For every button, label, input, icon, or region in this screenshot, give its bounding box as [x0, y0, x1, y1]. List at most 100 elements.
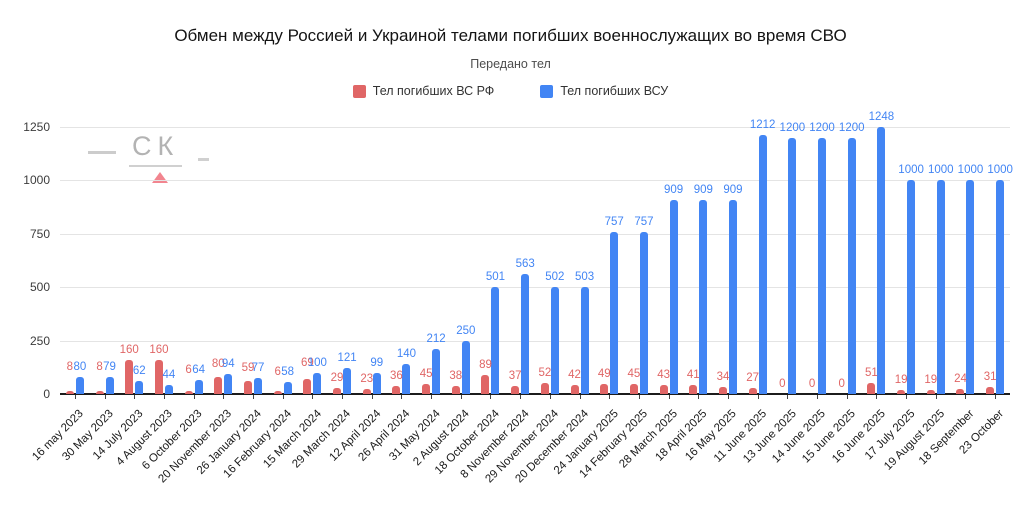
- x-axis-tick: [698, 395, 700, 399]
- bar-label-vsu: 64: [192, 364, 205, 377]
- bar-rf: [65, 391, 74, 394]
- bar-label-rf: 89: [479, 358, 492, 371]
- watermark: СК: [85, 131, 225, 187]
- bar-label-vsu: 1000: [987, 164, 1013, 177]
- bar-label-vsu: 909: [693, 183, 713, 196]
- bar-label-vsu: 77: [251, 361, 265, 374]
- bar-label-rf: 59: [241, 361, 255, 374]
- x-axis-tick: [431, 395, 433, 399]
- x-axis-tick: [787, 395, 789, 399]
- legend-label-rf: Тел погибших ВС РФ: [372, 84, 495, 98]
- bar-rf: [303, 379, 312, 394]
- x-axis-tick: [549, 395, 551, 399]
- bar-vsu: [639, 232, 648, 394]
- bar-vsu: [758, 135, 767, 394]
- bar-rf: [570, 385, 579, 394]
- x-axis-tick: [460, 395, 462, 399]
- bar-vsu: [461, 340, 470, 394]
- bar-label-rf: 69: [300, 356, 314, 369]
- bar-rf: [362, 389, 371, 394]
- bar-label-rf: 37: [508, 370, 522, 383]
- bar-rf: [540, 382, 549, 394]
- bar-vsu: [135, 380, 144, 394]
- bar-rf: [867, 383, 876, 394]
- bar-vsu: [164, 384, 173, 394]
- bar-label-rf: 6: [274, 365, 281, 378]
- bar-label-rf: 160: [149, 343, 169, 356]
- bar-rf: [659, 384, 668, 394]
- bar-rf: [243, 381, 252, 394]
- gridline-1250: [60, 127, 1010, 128]
- bar-label-vsu: 121: [337, 352, 357, 365]
- bar-label-vsu: 1000: [898, 164, 924, 177]
- x-axis-tick: [579, 395, 581, 399]
- bar-label-vsu: 58: [281, 365, 295, 378]
- bar-label-rf: 24: [954, 372, 967, 385]
- x-axis-tick: [104, 395, 106, 399]
- bar-vsu: [372, 372, 381, 394]
- chart-title: Обмен между Россией и Украиной телами по…: [174, 26, 847, 45]
- bar-vsu: [877, 127, 886, 394]
- bar-label-vsu: 1200: [838, 121, 865, 134]
- bar-label-rf: 36: [390, 370, 403, 383]
- bar-label-rf: 0: [779, 378, 786, 390]
- bar-label-vsu: 62: [132, 364, 146, 377]
- bar-rf: [986, 387, 995, 394]
- bar-label-vsu: 80: [73, 360, 87, 373]
- bar-label-rf: 45: [627, 368, 641, 381]
- bar-label-vsu: 503: [574, 270, 595, 283]
- x-axis-tick: [312, 395, 314, 399]
- x-axis-tick: [520, 395, 522, 399]
- bar-vsu: [432, 348, 441, 394]
- bar-label-vsu: 909: [664, 183, 684, 196]
- bar-label-rf: 23: [360, 373, 374, 386]
- legend-item-rf: Тел погибших ВС РФ: [352, 84, 495, 98]
- bar-rf: [95, 391, 104, 394]
- bar-vsu: [699, 199, 708, 394]
- bar-rf: [481, 374, 490, 394]
- bar-rf: [273, 391, 282, 394]
- y-axis-label-250: 250: [29, 333, 50, 348]
- bar-rf: [926, 389, 935, 394]
- legend-swatch-vsu-icon: [540, 84, 554, 98]
- bar-rf: [629, 384, 638, 394]
- x-axis-tick: [609, 395, 611, 399]
- x-axis-tick: [193, 395, 195, 399]
- x-axis-tick: [342, 395, 344, 399]
- bar-label-rf: 8: [96, 361, 103, 374]
- bar-rf: [451, 385, 460, 394]
- bar-vsu: [253, 377, 262, 394]
- bar-label-vsu: 1212: [749, 119, 776, 132]
- bar-vsu: [521, 273, 530, 394]
- bar-vsu: [966, 180, 975, 394]
- bar-vsu: [105, 377, 114, 394]
- bar-label-vsu: 94: [221, 357, 235, 370]
- bar-label-rf: 41: [686, 369, 700, 382]
- bar-vsu: [550, 286, 559, 394]
- y-axis-label-1000: 1000: [23, 173, 50, 188]
- x-axis-tick: [906, 395, 908, 399]
- bar-vsu: [343, 368, 352, 394]
- chart-subtitle: Передано тел: [470, 57, 551, 71]
- x-axis-tick: [965, 395, 967, 399]
- bar-vsu: [907, 180, 916, 394]
- x-axis-tick: [282, 395, 284, 399]
- bar-vsu: [313, 372, 322, 394]
- x-axis-tick: [817, 395, 819, 399]
- x-axis-tick: [638, 395, 640, 399]
- watermark-text: СК: [129, 131, 183, 167]
- bar-label-rf: 51: [865, 367, 878, 380]
- y-axis-label-1250: 1250: [23, 120, 50, 134]
- bar-vsu: [788, 137, 797, 394]
- bar-vsu: [818, 137, 827, 394]
- bar-rf: [422, 384, 431, 394]
- bar-vsu: [402, 364, 411, 394]
- legend: Тел погибших ВС РФ Тел погибших ВСУ: [0, 84, 1021, 98]
- bar-rf: [897, 389, 906, 394]
- legend-item-vsu: Тел погибших ВСУ: [540, 84, 668, 98]
- bar-rf: [392, 386, 401, 394]
- bar-label-vsu: 99: [370, 356, 384, 369]
- watermark-triangle-icon: [152, 172, 168, 183]
- x-axis-tick: [995, 395, 997, 399]
- bar-label-rf: 42: [568, 369, 581, 382]
